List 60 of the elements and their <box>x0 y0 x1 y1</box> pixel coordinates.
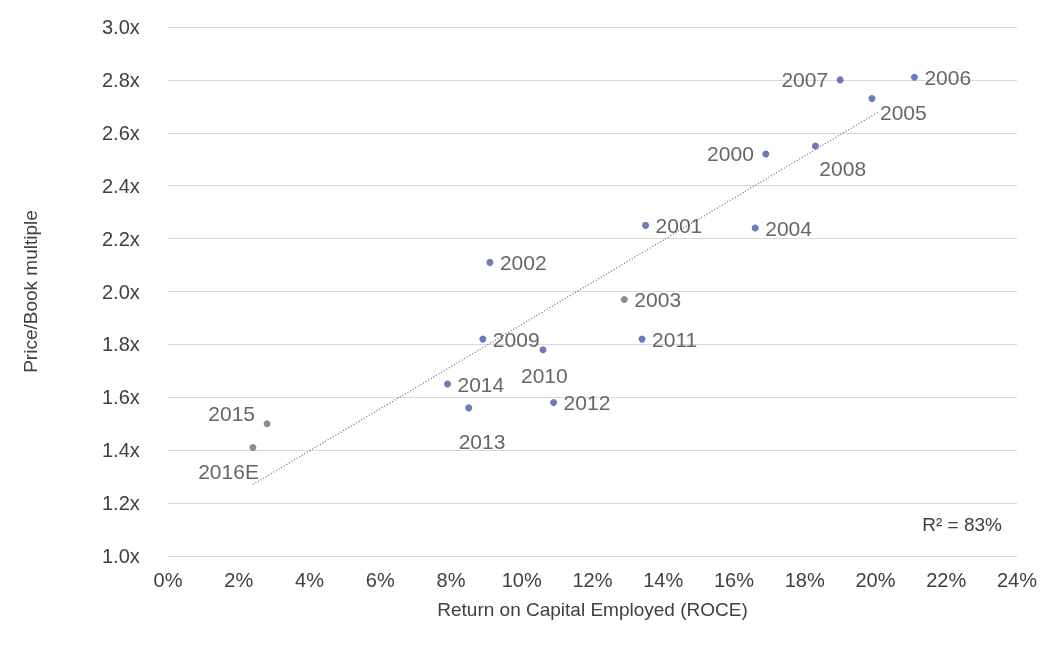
annotation: 2002 <box>499 250 547 274</box>
point <box>443 380 451 388</box>
x-tick-label: 18% <box>784 569 825 591</box>
y-tick-label: 2.0x <box>102 280 140 303</box>
annotation: 2001 <box>655 213 703 237</box>
annotation: 2006 <box>924 65 972 89</box>
point <box>620 295 628 303</box>
x-tick-label: 4% <box>295 569 325 591</box>
annotation: 2012 <box>563 391 611 415</box>
annotation: 2014 <box>457 372 505 396</box>
y-tick-label: 1.8x <box>102 333 140 356</box>
x-axis-title: Return on Capital Employed (ROCE) <box>437 599 748 620</box>
x-tick-label: 16% <box>713 569 755 591</box>
y-tick-label: 2.4x <box>102 174 140 197</box>
annotation: R² = 83% <box>922 514 1003 535</box>
annotation: 2005 <box>879 100 927 124</box>
y-tick-label: 1.4x <box>102 439 140 462</box>
x-tick-label: 20% <box>855 569 896 591</box>
point <box>642 221 650 229</box>
x-tick-label: 6% <box>365 569 395 591</box>
point <box>836 76 844 84</box>
x-tick-label: 12% <box>572 569 613 591</box>
annotation: 2000 <box>707 142 754 166</box>
point <box>550 399 558 407</box>
annotation: 2007 <box>781 68 829 92</box>
annotation: 2010 <box>520 364 568 388</box>
y-tick-label: 1.0x <box>102 545 140 567</box>
point <box>486 258 494 266</box>
annotation: 2015 <box>208 402 256 426</box>
x-tick-label: 24% <box>996 569 1038 591</box>
y-axis-title: Price/Book multiple <box>20 210 41 373</box>
y-tick-label: 1.6x <box>102 386 140 409</box>
point <box>479 335 487 343</box>
point <box>465 404 473 412</box>
x-tick-label: 8% <box>436 569 466 591</box>
annotation: 2013 <box>458 430 506 454</box>
x-tick-label: 22% <box>926 569 967 591</box>
point <box>751 224 759 232</box>
point <box>249 444 257 452</box>
x-tick-label: 0% <box>153 569 183 591</box>
annotation: 2008 <box>819 156 867 180</box>
y-tick-label: 2.8x <box>102 68 140 91</box>
point <box>263 420 271 428</box>
annotation: 2003 <box>634 287 682 311</box>
point <box>868 94 876 102</box>
annotation: 2016E <box>198 460 259 484</box>
y-tick-label: 3.0x <box>102 16 140 38</box>
point <box>811 142 819 150</box>
y-tick-label: 1.2x <box>102 492 140 515</box>
annotation: 2004 <box>765 216 813 240</box>
point <box>762 150 770 158</box>
y-tick-label: 2.6x <box>102 121 140 144</box>
x-tick-label: 10% <box>501 569 542 591</box>
y-tick-label: 2.2x <box>102 227 140 250</box>
x-tick-label: 2% <box>224 569 254 591</box>
x-tick-label: 14% <box>643 569 684 591</box>
annotation: 2011 <box>652 327 698 351</box>
point <box>910 73 918 81</box>
annotation: 2009 <box>492 327 540 351</box>
point <box>539 346 547 354</box>
